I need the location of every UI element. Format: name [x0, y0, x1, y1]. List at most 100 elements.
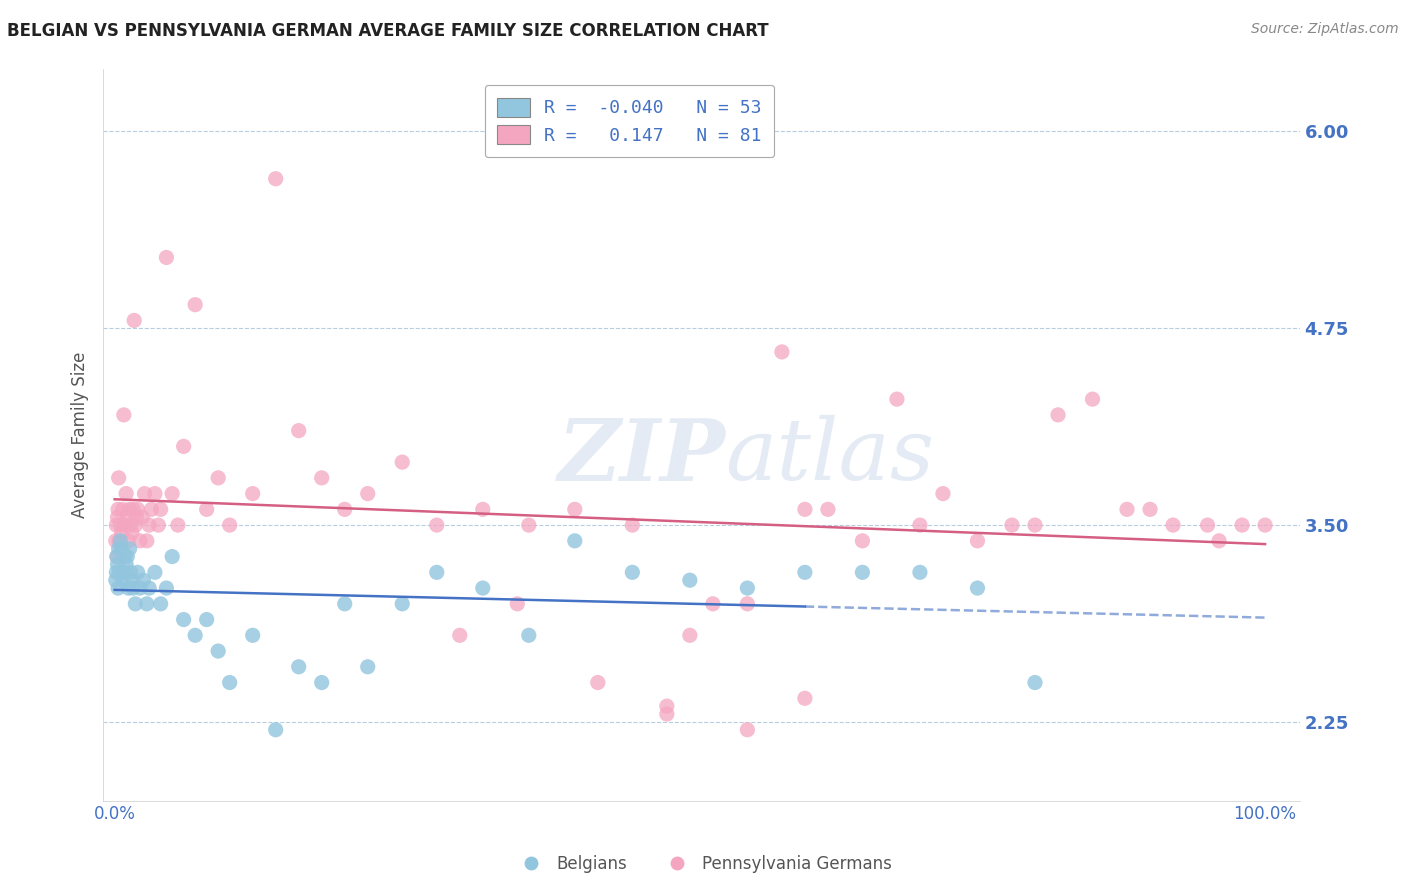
Point [114, 549, 136, 564]
Point [737, 723, 759, 737]
Point [111, 502, 134, 516]
Point [737, 581, 759, 595]
Point [117, 533, 139, 548]
Point [155, 581, 177, 595]
Point [129, 581, 152, 595]
Point [1254, 518, 1277, 533]
Point [471, 581, 494, 595]
Point [311, 675, 333, 690]
Point [124, 597, 146, 611]
Point [357, 486, 380, 500]
Point [124, 518, 146, 533]
Point [1001, 518, 1024, 533]
Point [108, 566, 131, 580]
Point [1161, 518, 1184, 533]
Point [110, 541, 132, 556]
Point [184, 628, 207, 642]
Point [793, 566, 815, 580]
Point [135, 533, 157, 548]
Text: ZIP: ZIP [557, 415, 725, 499]
Point [111, 573, 134, 587]
Point [586, 675, 609, 690]
Point [120, 566, 142, 580]
Point [679, 628, 702, 642]
Point [426, 566, 449, 580]
Point [195, 613, 218, 627]
Point [207, 471, 229, 485]
Point [148, 518, 170, 533]
Point [122, 581, 145, 595]
Point [122, 502, 145, 516]
Point [125, 510, 148, 524]
Point [107, 558, 129, 572]
Point [107, 581, 129, 595]
Point [118, 502, 141, 516]
Point [134, 486, 156, 500]
Point [112, 566, 135, 580]
Point [195, 502, 218, 516]
Point [127, 502, 149, 516]
Point [1046, 408, 1069, 422]
Point [117, 510, 139, 524]
Point [122, 313, 145, 327]
Point [426, 518, 449, 533]
Point [167, 518, 190, 533]
Point [449, 628, 471, 642]
Point [264, 171, 287, 186]
Point [121, 525, 143, 540]
Point [149, 597, 172, 611]
Point [121, 573, 143, 587]
Point [517, 518, 540, 533]
Point [110, 533, 132, 548]
Point [207, 644, 229, 658]
Point [793, 502, 815, 516]
Point [1024, 675, 1046, 690]
Y-axis label: Average Family Size: Average Family Size [72, 351, 89, 517]
Point [135, 597, 157, 611]
Point [908, 566, 931, 580]
Point [242, 628, 264, 642]
Point [108, 533, 131, 548]
Point [107, 471, 129, 485]
Point [131, 510, 153, 524]
Point [655, 706, 678, 721]
Point [1139, 502, 1161, 516]
Point [184, 298, 207, 312]
Point [132, 573, 155, 587]
Point [218, 675, 240, 690]
Point [138, 518, 160, 533]
Point [851, 533, 873, 548]
Point [143, 566, 166, 580]
Point [886, 392, 908, 406]
Point [391, 455, 413, 469]
Point [357, 660, 380, 674]
Point [114, 518, 136, 533]
Point [242, 486, 264, 500]
Point [141, 502, 163, 516]
Point [117, 549, 139, 564]
Point [105, 566, 128, 580]
Point [564, 533, 586, 548]
Point [793, 691, 815, 706]
Point [160, 486, 183, 500]
Point [311, 471, 333, 485]
Point [966, 581, 988, 595]
Point [107, 510, 129, 524]
Point [105, 549, 128, 564]
Point [160, 549, 183, 564]
Point [110, 525, 132, 540]
Legend: R =  -0.040   N = 53, R =   0.147   N = 81: R = -0.040 N = 53, R = 0.147 N = 81 [485, 85, 775, 157]
Point [770, 345, 793, 359]
Point [173, 613, 195, 627]
Point [127, 566, 149, 580]
Point [564, 502, 586, 516]
Point [471, 502, 494, 516]
Point [621, 518, 644, 533]
Point [333, 597, 356, 611]
Point [104, 533, 127, 548]
Point [851, 566, 873, 580]
Point [173, 439, 195, 453]
Text: atlas: atlas [725, 415, 935, 498]
Point [118, 541, 141, 556]
Point [129, 533, 152, 548]
